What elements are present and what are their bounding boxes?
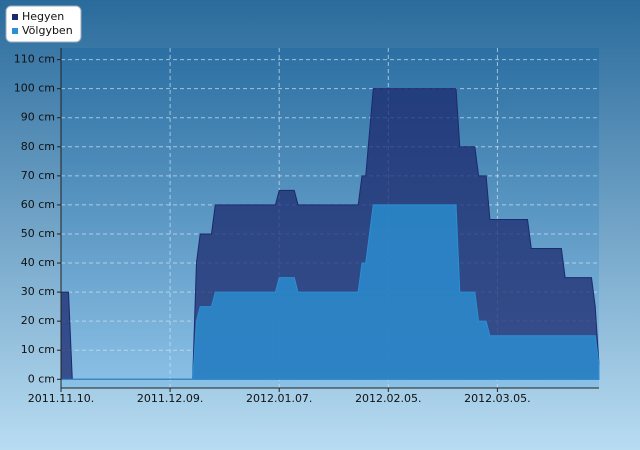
x-tick-label: 2012.03.05. bbox=[464, 392, 530, 405]
y-tick-label: 90 cm bbox=[21, 111, 55, 124]
y-tick-label: 110 cm bbox=[14, 53, 55, 66]
y-tick-label: 40 cm bbox=[21, 256, 55, 269]
legend-label: Völgyben bbox=[22, 24, 73, 37]
y-tick-label: 10 cm bbox=[21, 343, 55, 356]
x-tick-label: 2011.12.09. bbox=[137, 392, 203, 405]
y-tick-label: 50 cm bbox=[21, 227, 55, 240]
x-tick-label: 2012.01.07. bbox=[246, 392, 312, 405]
x-tick-label: 2011.11.10. bbox=[28, 392, 94, 405]
x-tick-label: 2012.02.05. bbox=[355, 392, 421, 405]
legend-label: Hegyen bbox=[22, 10, 64, 23]
y-tick-label: 30 cm bbox=[21, 285, 55, 298]
legend-swatch bbox=[12, 28, 18, 34]
y-tick-label: 20 cm bbox=[21, 314, 55, 327]
y-tick-label: 70 cm bbox=[21, 169, 55, 182]
legend-swatch bbox=[12, 14, 18, 20]
y-tick-label: 60 cm bbox=[21, 198, 55, 211]
legend-box bbox=[5, 5, 82, 43]
y-tick-label: 80 cm bbox=[21, 140, 55, 153]
area bbox=[61, 204, 600, 380]
y-tick-label: 100 cm bbox=[14, 82, 55, 95]
y-tick-label: 0 cm bbox=[28, 372, 55, 385]
